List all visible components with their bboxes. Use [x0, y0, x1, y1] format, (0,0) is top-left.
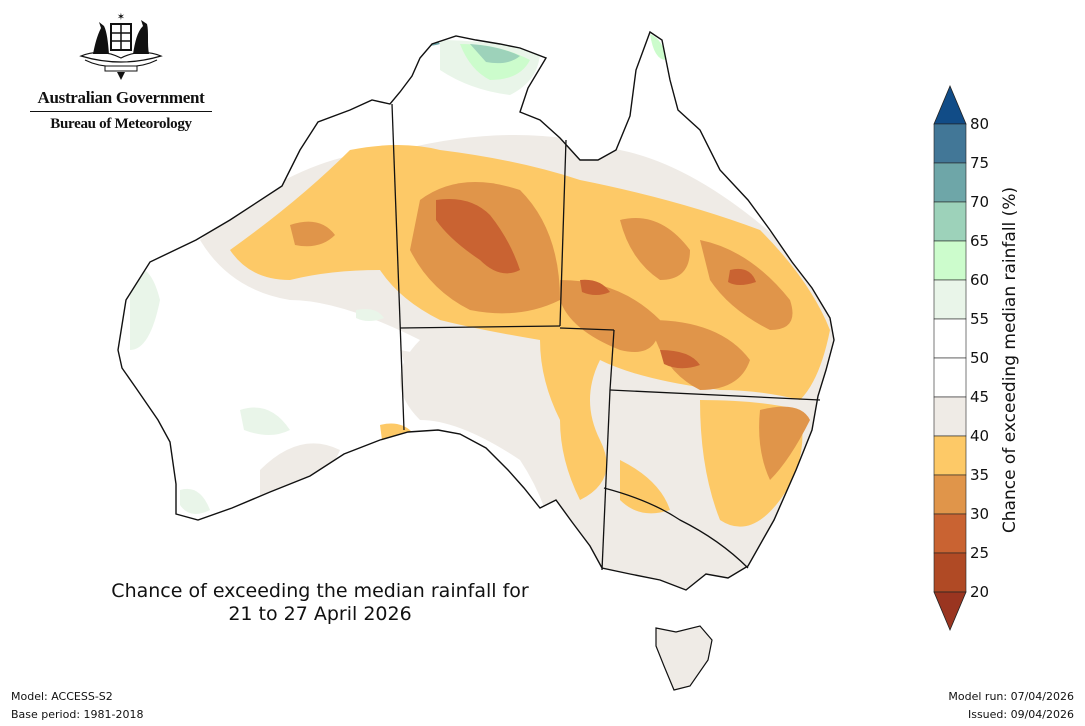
colorbar-tick: 60	[970, 271, 990, 289]
bom-logo: ✶ Australian Government Bureau of Meteor…	[26, 10, 216, 140]
svg-text:✶: ✶	[117, 12, 125, 23]
colorbar-label: Chance of exceeding median rainfall (%)	[1000, 186, 1020, 534]
colorbar-tick: 50	[970, 349, 990, 367]
colorbar-tick: 45	[970, 388, 990, 406]
logo-divider	[30, 111, 212, 112]
issued-date: Issued: 09/04/2026	[967, 708, 1074, 721]
base-period: Base period: 1981-2018	[11, 708, 144, 721]
agency-name: Bureau of Meteorology	[50, 116, 192, 132]
colorbar-tick: 40	[970, 427, 990, 445]
colorbar-tick: 80	[970, 115, 990, 133]
coat-of-arms-icon: ✶	[79, 12, 163, 80]
government-name: Australian Government	[37, 88, 205, 107]
model-run-date: Model run: 07/04/2026	[948, 690, 1074, 703]
footer-right: Model run: 07/04/2026 Issued: 09/04/2026	[948, 688, 1074, 724]
colorbar-tick: 65	[970, 232, 990, 250]
colorbar-tick: 70	[970, 193, 990, 211]
footer-left: Model: ACCESS-S2 Base period: 1981-2018	[11, 688, 143, 724]
colorbar-tick: 20	[970, 583, 990, 601]
rainfall-probability-field	[118, 32, 834, 590]
colorbar	[933, 84, 967, 632]
state-borders	[391, 103, 821, 571]
colorbar-tick: 75	[970, 154, 990, 172]
colorbar-tick: 30	[970, 505, 990, 523]
australia-rainfall-map	[117, 31, 835, 691]
model-name: Model: ACCESS-S2	[11, 690, 113, 703]
tasmania	[655, 625, 713, 691]
colorbar-tick: 25	[970, 544, 990, 562]
map-title-line2: 21 to 27 April 2026	[228, 603, 412, 625]
colorbar-tick: 35	[970, 466, 990, 484]
map-title: Chance of exceeding the median rainfall …	[60, 580, 580, 626]
colorbar-tick: 55	[970, 310, 990, 328]
map-title-line1: Chance of exceeding the median rainfall …	[111, 580, 529, 602]
